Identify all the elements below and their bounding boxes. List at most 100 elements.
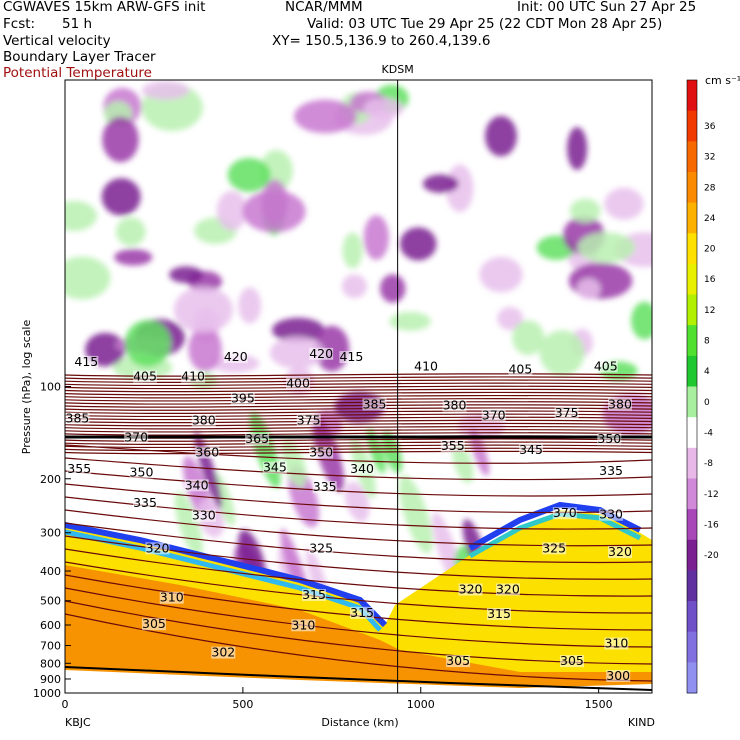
colorbar-swatch — [687, 601, 697, 633]
vertical-velocity-cell — [512, 320, 545, 356]
theta-label: 355 — [67, 461, 91, 476]
fcst-label: Fcst: — [3, 16, 36, 32]
theta-contour — [65, 574, 652, 631]
x-tick-label: 1000 — [407, 698, 435, 711]
theta-label-bg — [607, 546, 632, 559]
vertical-velocity-cell — [577, 232, 636, 263]
theta-label: 385 — [363, 396, 387, 411]
theta-label-bg — [124, 431, 149, 444]
theta-contour — [65, 376, 652, 380]
theta-label-bg — [133, 370, 158, 383]
kdsm-marker-label: KDSM — [382, 63, 414, 76]
theta-label: 395 — [231, 391, 255, 406]
vertical-velocity-cell — [604, 187, 644, 220]
colorbar-swatch — [687, 80, 697, 112]
y-tick-label: 200 — [40, 473, 61, 486]
theta-label-bg — [597, 433, 622, 446]
colorbar-label: -12 — [704, 490, 719, 500]
theta-label: 375 — [297, 412, 321, 427]
theta-label: 410 — [414, 358, 438, 373]
colorbar-label: -4 — [704, 428, 713, 438]
colorbar-swatch — [687, 447, 697, 479]
theta-label-bg — [296, 414, 321, 427]
theta-label: 320 — [146, 540, 170, 555]
theta-label: 370 — [124, 429, 148, 444]
colorbar-label: 16 — [704, 275, 716, 285]
fcst-value: 51 h — [62, 16, 93, 32]
colorbar-label: -8 — [704, 459, 713, 469]
theta-label-bg — [350, 606, 375, 619]
colorbar-swatch — [687, 386, 697, 418]
theta-label: 320 — [459, 581, 483, 596]
theta-contour — [65, 388, 652, 393]
theta-label: 345 — [519, 442, 543, 457]
colorbar-label: 36 — [704, 122, 716, 132]
colorbar-label: 8 — [704, 337, 710, 347]
colorbar: 36 32 28 24 20 16 12 8 4 0 -4 -8 -12 -16 -20 — [686, 79, 719, 694]
theta-label-bg — [74, 355, 99, 368]
colorbar-swatch — [687, 263, 697, 296]
model-title: CGWAVES 15km ARW-GFS init — [3, 0, 206, 15]
vertical-velocity-cell — [141, 80, 190, 100]
colorbar-swatch — [687, 171, 697, 204]
field-vertical-velocity: Vertical velocity — [3, 33, 111, 49]
theta-label: 300 — [606, 668, 630, 683]
theta-label-bg — [211, 646, 236, 659]
theta-label-bg — [191, 414, 216, 427]
xy-endpoints: XY= 150.5,136.9 to 260.4,139.6 — [272, 33, 491, 49]
x-axis-title: Distance (km) — [321, 716, 398, 729]
theta-label-bg — [67, 462, 92, 475]
colorbar-swatch — [687, 539, 697, 571]
colorbar-frame — [686, 79, 698, 694]
theta-label: 405 — [594, 358, 618, 373]
theta-label-bg — [184, 479, 209, 492]
colorbar-units: cm s⁻¹ — [705, 74, 740, 87]
theta-label: 380 — [192, 412, 216, 427]
colorbar-swatch — [687, 478, 697, 510]
theta-label: 415 — [74, 354, 98, 369]
vertical-velocity-cell — [188, 326, 222, 372]
theta-label-bg — [145, 542, 170, 555]
vertical-velocity-cell — [363, 97, 404, 119]
theta-contour — [65, 398, 652, 402]
theta-label-bg — [495, 583, 520, 596]
org-label: NCAR/MMM — [285, 0, 363, 15]
theta-label-bg — [129, 466, 154, 479]
vertical-velocity-cell — [65, 256, 111, 300]
colorbar-label: -20 — [704, 551, 719, 561]
y-tick-label: 500 — [40, 595, 61, 608]
theta-contour — [65, 613, 652, 682]
vertical-velocity-cell — [281, 439, 307, 488]
theta-label: 375 — [555, 405, 579, 420]
vertical-velocity-cell — [479, 256, 523, 293]
theta-label: 320 — [496, 581, 520, 596]
theta-label: 385 — [66, 410, 90, 425]
colorbar-swatch — [687, 141, 697, 173]
theta-label: 305 — [142, 616, 166, 631]
vertical-velocity-cell — [169, 266, 203, 284]
theta-label-bg — [286, 377, 311, 390]
theta-contour — [65, 587, 652, 648]
theta-label-bg — [552, 507, 577, 520]
theta-label-bg — [519, 444, 544, 457]
theta-contour — [65, 600, 652, 665]
theta-contour — [65, 379, 652, 383]
vertical-velocity-cell — [293, 99, 357, 134]
colorbar-swatch — [687, 294, 697, 326]
vertical-velocity-cell — [380, 274, 406, 303]
theta-contour — [65, 391, 652, 396]
theta-label-bg — [542, 542, 567, 555]
y-tick-label: 1000 — [33, 687, 61, 700]
theta-contour — [65, 410, 652, 414]
vertical-velocity-cell — [389, 311, 431, 331]
theta-label-bg — [159, 591, 184, 604]
theta-label-bg — [604, 637, 629, 650]
theta-label-bg — [339, 351, 364, 364]
theta-label: 310 — [604, 635, 628, 650]
vertical-velocity-cell — [399, 227, 437, 261]
theta-contour — [65, 444, 652, 449]
colorbar-swatch — [687, 509, 697, 541]
theta-contour — [65, 444, 652, 464]
